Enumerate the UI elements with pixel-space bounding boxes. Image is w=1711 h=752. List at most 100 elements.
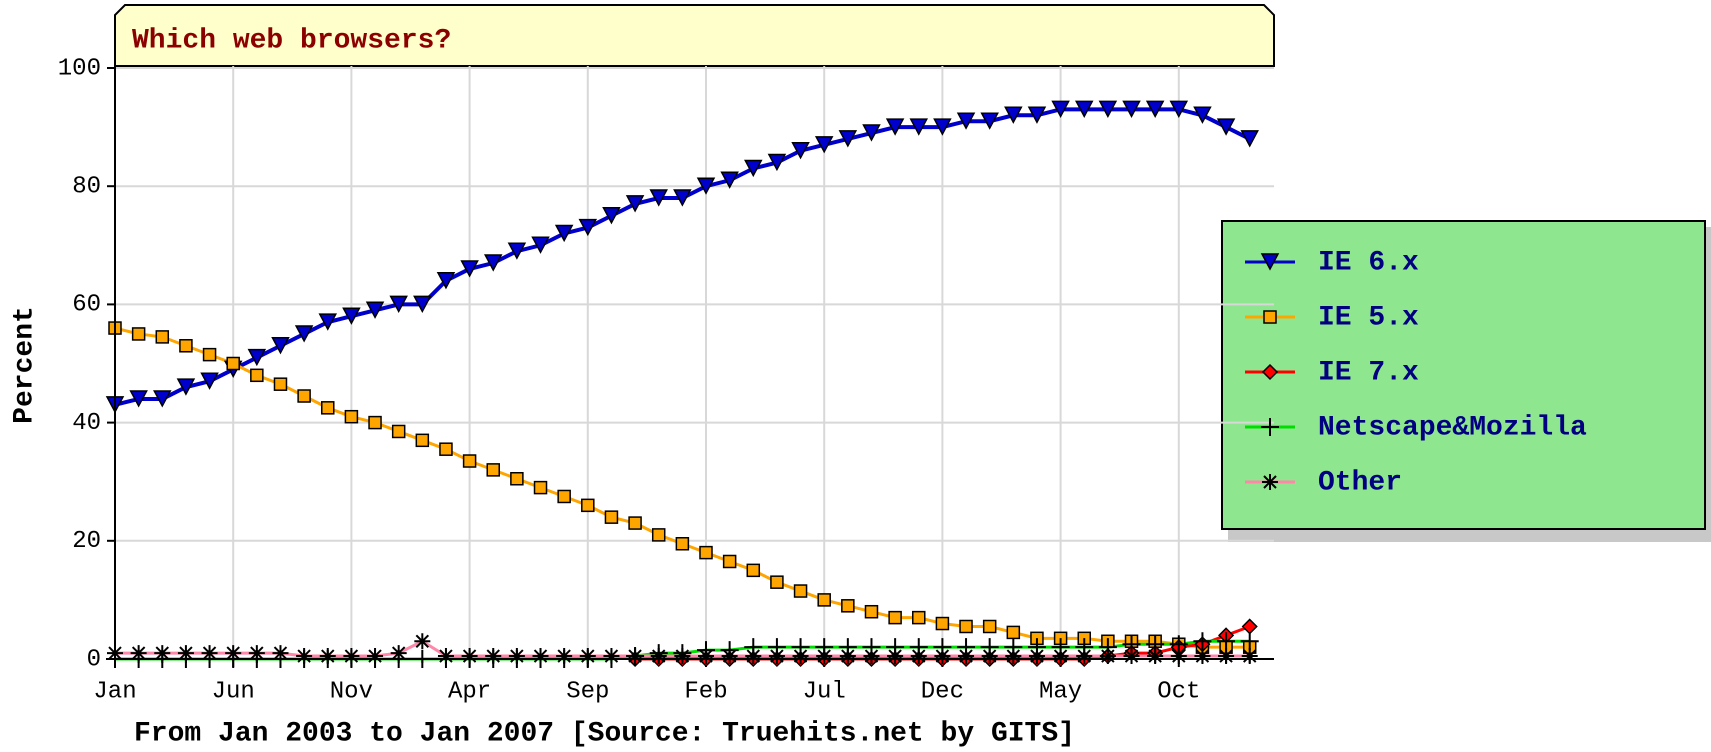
marker bbox=[507, 242, 527, 260]
x-tick-label: Feb bbox=[684, 678, 727, 705]
marker bbox=[625, 195, 645, 213]
marker bbox=[200, 372, 219, 390]
marker bbox=[1004, 106, 1023, 124]
marker bbox=[746, 563, 761, 578]
marker bbox=[342, 307, 361, 325]
marker bbox=[439, 442, 453, 456]
marker bbox=[343, 648, 360, 665]
marker bbox=[864, 604, 879, 619]
marker bbox=[390, 645, 407, 662]
marker bbox=[1193, 106, 1212, 124]
marker bbox=[675, 537, 690, 551]
marker bbox=[367, 648, 384, 665]
marker bbox=[1052, 648, 1069, 665]
legend: IE 6.x IE 5.x IE 7.x Netscape&Mozilla Other bbox=[1245, 247, 1587, 498]
marker bbox=[413, 295, 432, 313]
marker bbox=[1261, 418, 1279, 436]
grid: 0 20 40 60 80 100 Jan Jun Nov Apr Sep Feb Jul Dec May O… bbox=[58, 55, 1274, 705]
marker bbox=[1006, 625, 1021, 640]
x-tick-label: Jan bbox=[93, 678, 136, 705]
marker bbox=[483, 254, 503, 272]
marker bbox=[817, 593, 831, 607]
y-tick-label: 80 bbox=[72, 174, 101, 201]
x-tick-label: Sep bbox=[566, 678, 609, 705]
marker bbox=[982, 619, 997, 634]
marker bbox=[981, 648, 998, 665]
marker bbox=[272, 645, 289, 662]
marker bbox=[533, 480, 548, 495]
marker bbox=[460, 260, 479, 278]
marker bbox=[888, 610, 902, 625]
marker bbox=[1074, 100, 1094, 118]
marker bbox=[767, 153, 787, 172]
marker bbox=[745, 648, 762, 665]
marker bbox=[770, 575, 784, 589]
marker bbox=[508, 648, 525, 665]
y-tick-label: 60 bbox=[72, 292, 101, 319]
marker bbox=[885, 118, 905, 136]
marker bbox=[247, 348, 267, 367]
marker bbox=[271, 337, 290, 355]
marker bbox=[131, 327, 146, 341]
marker bbox=[1217, 632, 1236, 651]
legend-label: Other bbox=[1318, 467, 1402, 498]
marker bbox=[628, 516, 642, 530]
marker bbox=[933, 118, 952, 136]
marker bbox=[627, 648, 644, 665]
x-tick-label: May bbox=[1039, 678, 1082, 705]
chart-title: Which web browsers? bbox=[132, 25, 451, 56]
marker bbox=[1194, 648, 1211, 665]
marker bbox=[862, 124, 881, 142]
marker bbox=[1261, 363, 1279, 381]
x-axis-label: From Jan 2003 to Jan 2007 [Source: Trueh… bbox=[134, 718, 1075, 749]
marker bbox=[673, 189, 692, 207]
series-line bbox=[114, 107, 1251, 407]
marker bbox=[603, 648, 620, 665]
marker bbox=[1051, 100, 1070, 118]
marker bbox=[1145, 100, 1165, 118]
marker bbox=[1170, 648, 1187, 665]
marker bbox=[698, 648, 714, 665]
marker bbox=[155, 330, 170, 344]
marker bbox=[557, 489, 571, 504]
legend-label: IE 5.x bbox=[1318, 302, 1419, 333]
y-tick-label: 20 bbox=[72, 528, 101, 555]
marker bbox=[980, 112, 999, 130]
marker bbox=[1169, 100, 1189, 118]
marker bbox=[934, 648, 951, 665]
legend-label: IE 6.x bbox=[1318, 247, 1419, 278]
x-tick-label: Jul bbox=[803, 678, 846, 705]
marker bbox=[1240, 632, 1259, 651]
marker bbox=[721, 648, 738, 665]
marker bbox=[321, 401, 335, 415]
y-axis-label: Percent bbox=[9, 306, 40, 424]
marker bbox=[649, 189, 668, 207]
marker bbox=[273, 377, 288, 391]
legend-label: IE 7.x bbox=[1318, 357, 1419, 388]
marker bbox=[486, 463, 500, 477]
x-tick-label: Oct bbox=[1157, 678, 1200, 705]
marker bbox=[841, 599, 855, 613]
x-tick-label: Nov bbox=[330, 678, 373, 705]
series-line bbox=[114, 326, 1250, 649]
marker bbox=[1262, 474, 1278, 490]
marker bbox=[1241, 648, 1258, 665]
marker bbox=[365, 301, 385, 319]
marker bbox=[578, 218, 598, 237]
marker bbox=[1218, 648, 1235, 665]
marker bbox=[462, 454, 477, 468]
marker bbox=[437, 648, 454, 665]
marker bbox=[581, 498, 595, 513]
marker bbox=[1005, 648, 1022, 665]
marker bbox=[318, 313, 338, 331]
marker bbox=[935, 616, 950, 631]
marker bbox=[959, 619, 973, 634]
marker bbox=[129, 390, 148, 408]
marker bbox=[532, 648, 549, 665]
marker bbox=[816, 648, 833, 665]
marker bbox=[1123, 648, 1140, 665]
marker bbox=[248, 645, 265, 662]
marker bbox=[699, 545, 713, 560]
marker bbox=[556, 648, 573, 665]
